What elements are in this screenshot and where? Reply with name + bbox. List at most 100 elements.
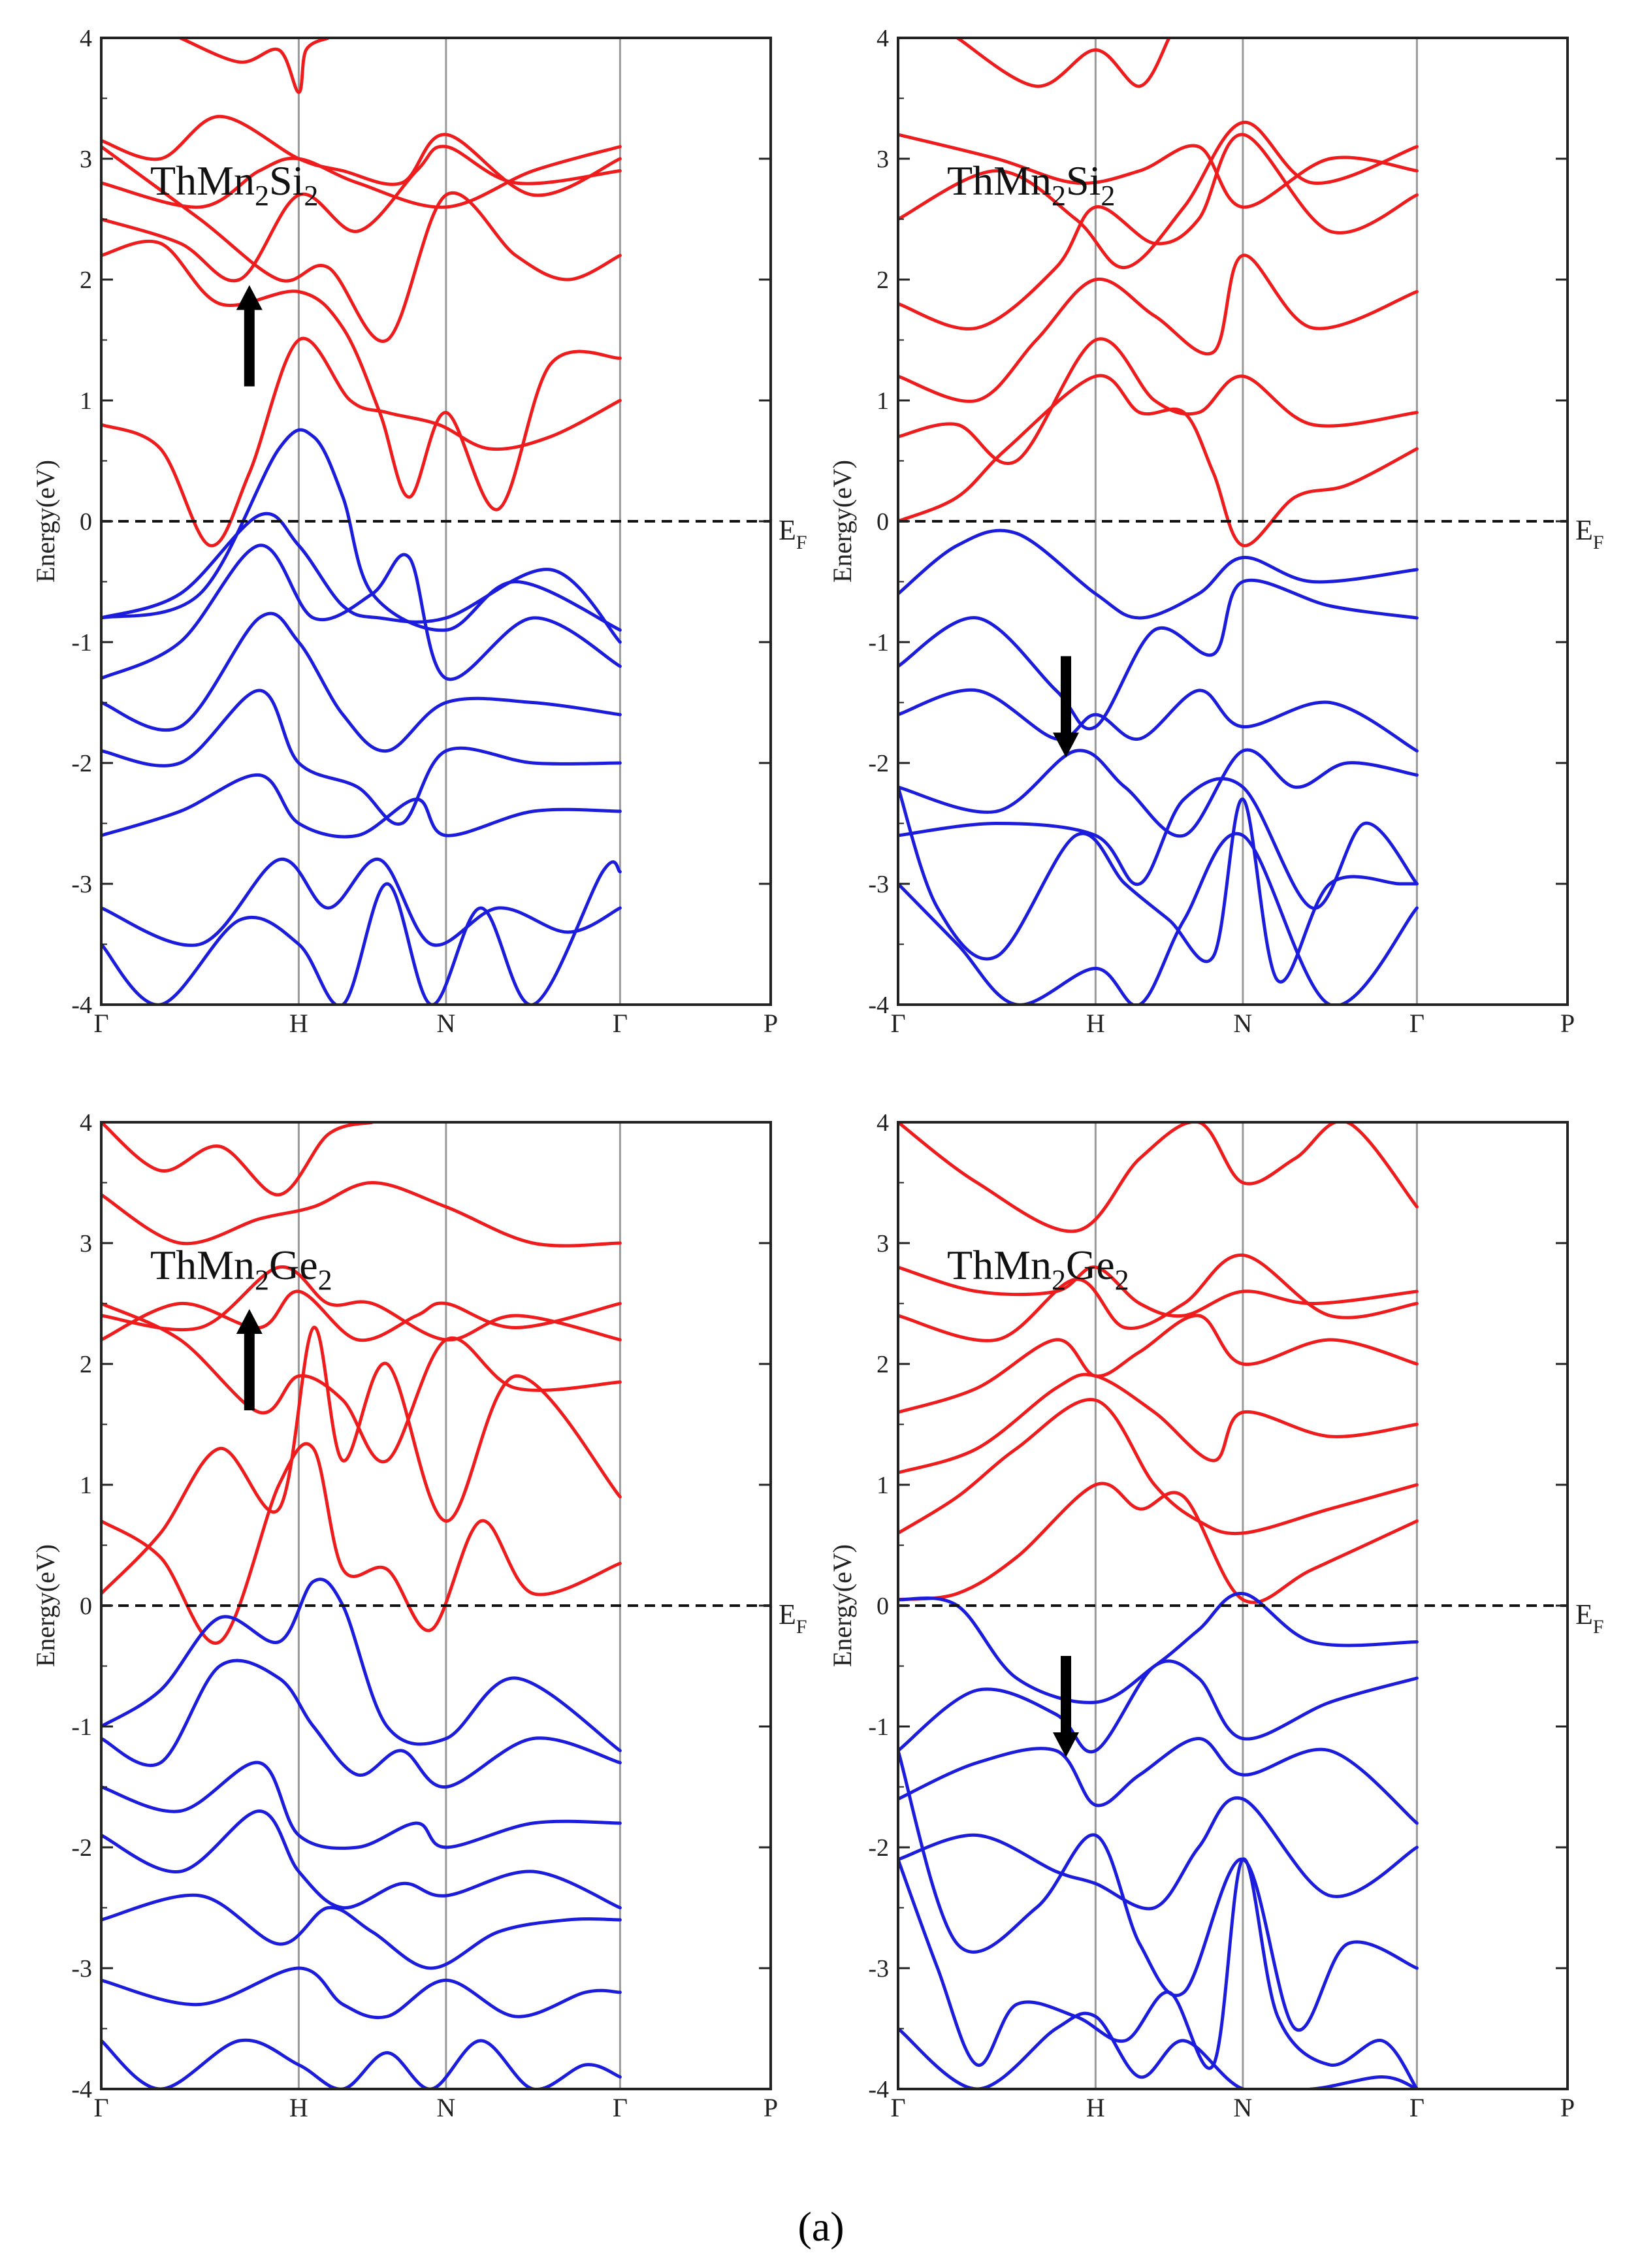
kpoint-label: N: [436, 1009, 455, 1038]
spin-down-arrow-icon: [1053, 732, 1080, 758]
material-label: ThMn2Ge2: [150, 1242, 332, 1296]
y-axis-label: Energy(eV): [31, 460, 60, 583]
fermi-level-label: EF: [1575, 514, 1604, 553]
band-up-up-5: [101, 1265, 622, 1342]
band-down-dn-1: [101, 1578, 622, 1753]
band-up-up-7: [898, 1122, 1419, 1233]
band-down-dn-7: [898, 832, 1419, 1005]
band-up-up-7: [178, 38, 330, 94]
fermi-level-label: EF: [779, 514, 807, 553]
spin-arrow-shaft: [1061, 1656, 1072, 1734]
y-tick-label: 4: [80, 1109, 92, 1137]
kpoint-label: Γ: [93, 2093, 108, 2122]
bands-group: [101, 38, 622, 1005]
y-tick-label: 3: [80, 146, 92, 173]
y-axis-label: Energy(eV): [828, 1544, 857, 1667]
band-up-up-7: [101, 1122, 374, 1197]
band-up-up-2: [101, 1325, 622, 1595]
y-tick-label: 4: [80, 25, 92, 52]
kpoint-label: H: [289, 2093, 308, 2122]
band-up-up-6: [101, 1180, 622, 1248]
spin-arrow-shaft: [244, 1332, 255, 1410]
band-down-dn-2: [898, 1659, 1419, 1754]
bands-group: [898, 1122, 1419, 2089]
y-tick-label: -4: [868, 2076, 889, 2103]
y-tick-label: 1: [877, 1472, 889, 1499]
y-tick-label: -4: [868, 992, 889, 1019]
band-down-dn-4: [101, 611, 622, 753]
y-tick-label: -3: [71, 1955, 92, 1983]
band-down-dn-5: [898, 1749, 1419, 2032]
fermi-level-label: EF: [1575, 1598, 1604, 1638]
band-panel-2: -4 -3 -2 -1 0 1 2 3 4 Energy(eV) Γ H N Γ P EF ThMn2Si2: [828, 25, 1604, 1038]
y-tick-label: -2: [71, 1834, 92, 1862]
material-label: ThMn2Si2: [947, 157, 1115, 212]
y-tick-label: -1: [71, 1713, 92, 1741]
band-down-dn-7: [101, 857, 622, 947]
kpoint-label: N: [1233, 2093, 1252, 2122]
band-up-up-3: [101, 1302, 622, 1464]
material-label: ThMn2Ge2: [947, 1242, 1129, 1296]
band-down-dn-2: [101, 1659, 622, 1789]
band-down-dn-5: [898, 777, 1419, 910]
band-up-up-6: [101, 145, 622, 209]
band-up-up-2: [101, 239, 622, 511]
band-up-up-3: [101, 145, 622, 343]
y-tick-label: 3: [877, 146, 889, 173]
band-down-dn-4: [898, 748, 1419, 838]
spin-up-arrow-icon: [236, 1309, 263, 1334]
kpoint-label: P: [1560, 2093, 1575, 2122]
band-up-up-3: [898, 253, 1419, 403]
band-up-up-4: [101, 1289, 622, 1342]
y-tick-label: 1: [80, 1472, 92, 1499]
band-down-dn-3: [101, 543, 622, 681]
band-down-dn-5: [101, 1893, 622, 1970]
spin-arrow-shaft: [1061, 656, 1072, 735]
y-tick-label: -1: [71, 629, 92, 656]
band-up-up-1: [898, 1482, 1419, 1604]
y-tick-label: 0: [877, 1593, 889, 1620]
band-up-up-5: [898, 120, 1419, 270]
kpoint-label: H: [289, 1009, 308, 1038]
kpoint-label: H: [1086, 1009, 1105, 1038]
y-tick-label: -1: [868, 629, 889, 656]
y-tick-label: -2: [868, 750, 889, 777]
band-down-dn-4: [101, 1809, 622, 1910]
y-tick-label: 4: [877, 1109, 889, 1137]
band-up-up-5: [898, 1253, 1419, 1342]
band-up-up-2: [898, 337, 1419, 465]
kpoint-label: H: [1086, 2093, 1105, 2122]
y-tick-label: 1: [877, 387, 889, 415]
kpoint-label: Γ: [1409, 2093, 1425, 2122]
y-tick-label: 0: [80, 508, 92, 536]
band-down-dn-7: [898, 2011, 1419, 2089]
kpoint-label: P: [764, 1009, 778, 1038]
y-tick-label: -1: [868, 1713, 889, 1741]
band-down-dn-3: [101, 1760, 622, 1850]
y-tick-label: 0: [877, 508, 889, 536]
y-tick-label: -2: [868, 1834, 889, 1862]
spin-arrow-shaft: [244, 308, 255, 387]
y-tick-label: 2: [80, 267, 92, 294]
y-tick-label: 2: [877, 1351, 889, 1378]
y-tick-label: 2: [80, 1351, 92, 1378]
band-up-up-4: [101, 144, 622, 283]
spin-down-arrow-icon: [1053, 1732, 1080, 1757]
kpoint-label: P: [764, 2093, 778, 2122]
y-tick-label: 1: [80, 387, 92, 415]
y-tick-label: 4: [877, 25, 889, 52]
band-down-dn-6: [898, 785, 1419, 984]
band-panel-4: -4 -3 -2 -1 0 1 2 3 4 Energy(eV) Γ H N Γ P EF ThMn2Ge2: [828, 1109, 1604, 2122]
band-up-up-1: [101, 1442, 622, 1645]
y-tick-label: -3: [71, 871, 92, 898]
band-down-dn-3: [898, 1736, 1419, 1825]
y-tick-label: -4: [71, 992, 92, 1019]
kpoint-label: Γ: [890, 1009, 905, 1038]
band-down-dn-2: [101, 511, 622, 644]
band-down-dn-8: [101, 860, 622, 1005]
material-label: ThMn2Si2: [150, 157, 318, 212]
y-tick-label: -3: [868, 1955, 889, 1983]
band-up-up-7: [956, 38, 1171, 88]
fermi-level-label: EF: [779, 1598, 807, 1638]
